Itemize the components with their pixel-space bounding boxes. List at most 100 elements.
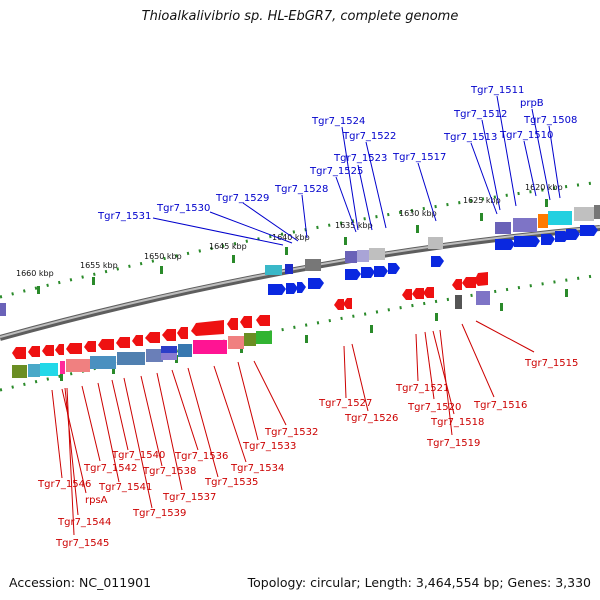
forward-gene-arrow[interactable]	[388, 263, 400, 274]
cog-box	[161, 346, 177, 353]
gene-label-tgr7-1516[interactable]: Tgr7_1516	[473, 400, 527, 411]
scale-label: 1645 kbp	[209, 242, 247, 251]
gene-label-tgr7-1520[interactable]: Tgr7_1520	[407, 402, 461, 413]
genome-map-canvas: 1660 kbp 1655 kbp 1650 kbp 1645 kbp 1640…	[0, 0, 600, 600]
gene-label-tgr7-1545[interactable]: Tgr7_1545	[55, 538, 109, 549]
gene-label-tgr7-1512[interactable]: Tgr7_1512	[453, 109, 507, 120]
cog-box	[495, 222, 511, 234]
gene-label-tgr7-1546[interactable]: Tgr7_1546	[37, 479, 91, 490]
cog-box	[244, 333, 256, 346]
gene-label-tgr7-1537[interactable]: Tgr7_1537	[162, 492, 216, 503]
cog-box	[476, 291, 490, 305]
gene-label-tgr7-1533[interactable]: Tgr7_1533	[242, 441, 296, 452]
reverse-gene-arrow[interactable]	[227, 318, 238, 330]
gene-label-tgr7-1536[interactable]: Tgr7_1536	[174, 451, 228, 462]
reverse-gene-arrow[interactable]	[116, 337, 130, 348]
reverse-gene-arrow[interactable]	[343, 298, 352, 309]
cog-box	[265, 265, 282, 275]
reverse-gene-arrow[interactable]	[177, 327, 188, 339]
scale-label: 1630 kbp	[399, 209, 437, 218]
forward-gene-arrow[interactable]	[541, 234, 555, 245]
gene-label-tgr7-1529[interactable]: Tgr7_1529	[215, 193, 269, 204]
forward-gene-arrow[interactable]	[514, 236, 540, 247]
reverse-gene-arrow[interactable]	[240, 316, 252, 328]
reverse-gene-arrow[interactable]	[66, 343, 82, 354]
cog-box	[60, 361, 65, 374]
reverse-gene-arrow[interactable]	[452, 279, 462, 290]
reverse-gene-labels: Tgr7_1546 rpsA Tgr7_1544 Tgr7_1545 Tgr7_…	[37, 358, 578, 549]
gene-label-tgr7-1523[interactable]: Tgr7_1523	[333, 153, 387, 164]
reverse-gene-arrow[interactable]	[423, 287, 434, 298]
gene-label-prpb[interactable]: prpB	[520, 98, 544, 109]
gene-label-tgr7-1525[interactable]: Tgr7_1525	[309, 166, 363, 177]
gene-label-tgr7-1538[interactable]: Tgr7_1538	[142, 466, 196, 477]
gene-label-tgr7-1528[interactable]: Tgr7_1528	[274, 184, 328, 195]
forward-gene-arrow[interactable]	[495, 239, 515, 250]
reverse-gene-arrow[interactable]	[162, 329, 176, 341]
scale-label: 1620 kbp	[525, 183, 563, 192]
cog-box	[369, 248, 385, 260]
genome-map-view: Thioalkalivibrio sp. HL-EbGR7, complete …	[0, 0, 600, 600]
gene-label-tgr7-1530[interactable]: Tgr7_1530	[156, 203, 210, 214]
gene-label-rpsa[interactable]: rpsA	[85, 495, 108, 506]
gene-label-tgr7-1542[interactable]: Tgr7_1542	[83, 463, 137, 474]
reverse-gene-arrow[interactable]	[412, 288, 424, 299]
gene-label-tgr7-1540[interactable]: Tgr7_1540	[111, 450, 165, 461]
forward-gene-arrow[interactable]	[268, 284, 286, 295]
reverse-gene-arrow[interactable]	[334, 299, 344, 310]
gene-label-tgr7-1535[interactable]: Tgr7_1535	[204, 477, 258, 488]
cog-box	[178, 344, 192, 357]
gene-label-tgr7-1527[interactable]: Tgr7_1527	[318, 398, 372, 409]
cog-box	[285, 264, 293, 274]
reverse-gene-arrow[interactable]	[256, 315, 270, 326]
reverse-gene-arrow[interactable]	[474, 272, 488, 286]
cog-box	[345, 251, 357, 263]
accession-label: Accession: NC_011901	[9, 575, 151, 590]
reverse-gene-arrow[interactable]	[28, 346, 40, 357]
reverse-gene-arrow[interactable]	[55, 344, 64, 355]
reverse-gene-arrow[interactable]	[145, 332, 160, 343]
gene-label-tgr7-1522[interactable]: Tgr7_1522	[342, 131, 396, 142]
gene-label-tgr7-1544[interactable]: Tgr7_1544	[57, 517, 111, 528]
scale-labels: 1660 kbp 1655 kbp 1650 kbp 1645 kbp 1640…	[16, 183, 563, 278]
reverse-gene-arrow[interactable]	[402, 289, 412, 300]
cog-box	[28, 364, 40, 377]
reverse-gene-arrow[interactable]	[84, 341, 96, 352]
forward-gene-arrow[interactable]	[345, 269, 361, 280]
gene-label-tgr7-1534[interactable]: Tgr7_1534	[230, 463, 284, 474]
gene-label-tgr7-1532[interactable]: Tgr7_1532	[264, 427, 318, 438]
gene-label-tgr7-1515[interactable]: Tgr7_1515	[524, 358, 578, 369]
forward-gene-arrow[interactable]	[297, 282, 306, 293]
forward-gene-arrow[interactable]	[286, 283, 298, 294]
cog-box	[256, 331, 272, 344]
reverse-gene-arrow[interactable]	[12, 347, 26, 359]
forward-gene-arrow[interactable]	[308, 278, 324, 289]
cog-box	[574, 207, 594, 221]
gene-label-tgr7-1526[interactable]: Tgr7_1526	[344, 413, 398, 424]
gene-label-tgr7-1510[interactable]: Tgr7_1510	[499, 130, 553, 141]
reverse-gene-arrow[interactable]	[191, 320, 224, 336]
gene-label-tgr7-1517[interactable]: Tgr7_1517	[392, 152, 446, 163]
forward-gene-arrow[interactable]	[431, 256, 444, 267]
reverse-gene-arrow[interactable]	[98, 339, 114, 350]
forward-gene-arrow[interactable]	[374, 266, 388, 277]
gene-label-tgr7-1519[interactable]: Tgr7_1519	[426, 438, 480, 449]
genome-summary: Topology: circular; Length: 3,464,554 bp…	[248, 575, 591, 590]
gene-label-tgr7-1531[interactable]: Tgr7_1531	[97, 211, 151, 222]
reverse-gene-arrow[interactable]	[132, 335, 143, 346]
cog-box	[594, 205, 600, 219]
cog-box	[12, 365, 27, 378]
gene-label-tgr7-1521[interactable]: Tgr7_1521	[395, 383, 449, 394]
gene-label-tgr7-1513[interactable]: Tgr7_1513	[443, 132, 497, 143]
forward-gene-arrow[interactable]	[361, 267, 375, 278]
gene-label-tgr7-1518[interactable]: Tgr7_1518	[430, 417, 484, 428]
reverse-gene-arrow[interactable]	[42, 345, 54, 356]
gene-label-tgr7-1541[interactable]: Tgr7_1541	[98, 482, 152, 493]
reverse-gene-arrow[interactable]	[462, 277, 476, 288]
gene-label-tgr7-1539[interactable]: Tgr7_1539	[132, 508, 186, 519]
gene-label-tgr7-1524[interactable]: Tgr7_1524	[311, 116, 365, 127]
scale-label: 1650 kbp	[144, 252, 182, 261]
gene-label-tgr7-1511[interactable]: Tgr7_1511	[470, 85, 524, 96]
gene-label-tgr7-1508[interactable]: Tgr7_1508	[523, 115, 577, 126]
forward-gene-arrow[interactable]	[580, 225, 598, 236]
